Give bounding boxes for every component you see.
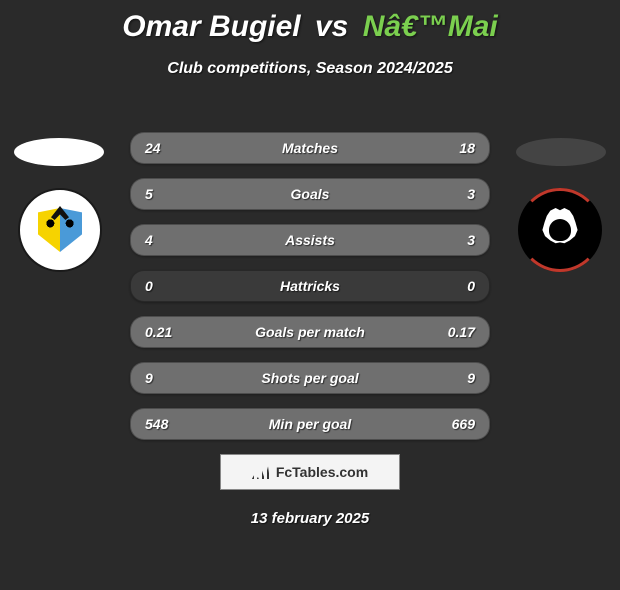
stat-row: 24 Matches 18 <box>130 132 490 164</box>
stat-value-player1: 0.21 <box>145 324 185 340</box>
stat-row: 548 Min per goal 669 <box>130 408 490 440</box>
player1-club-badge <box>18 188 102 272</box>
player2-club-badge <box>518 188 602 272</box>
stats-table: 24 Matches 18 5 Goals 3 4 Assists 3 0 Hattricks 0 0.… <box>130 132 490 454</box>
stat-value-player2: 669 <box>435 416 475 432</box>
stat-value-player2: 0.17 <box>435 324 475 340</box>
player2-color-ellipse <box>516 138 606 166</box>
stat-value-player1: 548 <box>145 416 185 432</box>
stat-label: Shots per goal <box>261 370 358 386</box>
stat-value-player2: 9 <box>435 370 475 386</box>
stat-label: Goals per match <box>255 324 365 340</box>
player1-name: Omar Bugiel <box>122 10 300 43</box>
stat-value-player2: 3 <box>435 232 475 248</box>
stat-label: Assists <box>285 232 335 248</box>
chart-icon <box>252 465 270 479</box>
stat-row: 5 Goals 3 <box>130 178 490 210</box>
brand-text: FcTables.com <box>276 464 368 480</box>
stat-label: Min per goal <box>269 416 351 432</box>
stat-value-player2: 18 <box>435 140 475 156</box>
stat-label: Goals <box>291 186 330 202</box>
comparison-title: Omar Bugiel vs Nâ€™Mai <box>0 10 620 44</box>
lion-face-icon <box>549 219 571 241</box>
stat-label: Hattricks <box>280 278 340 294</box>
stat-value-player1: 0 <box>145 278 185 294</box>
subtitle: Club competitions, Season 2024/2025 <box>0 60 620 78</box>
stat-row: 0 Hattricks 0 <box>130 270 490 302</box>
stat-value-player1: 5 <box>145 186 185 202</box>
badge-inner <box>30 200 90 260</box>
stat-value-player1: 4 <box>145 232 185 248</box>
brand-logo[interactable]: FcTables.com <box>220 454 400 490</box>
snapshot-date: 13 february 2025 <box>251 510 369 527</box>
player2-name: Nâ€™Mai <box>363 10 498 43</box>
stat-label: Matches <box>282 140 338 156</box>
player1-color-ellipse <box>14 138 104 166</box>
shield-icon <box>38 208 82 252</box>
stat-value-player1: 24 <box>145 140 185 156</box>
vs-label: vs <box>315 10 348 43</box>
stat-value-player1: 9 <box>145 370 185 386</box>
stat-value-player2: 3 <box>435 186 475 202</box>
stat-row: 4 Assists 3 <box>130 224 490 256</box>
stat-row: 9 Shots per goal 9 <box>130 362 490 394</box>
stat-value-player2: 0 <box>435 278 475 294</box>
stat-row: 0.21 Goals per match 0.17 <box>130 316 490 348</box>
